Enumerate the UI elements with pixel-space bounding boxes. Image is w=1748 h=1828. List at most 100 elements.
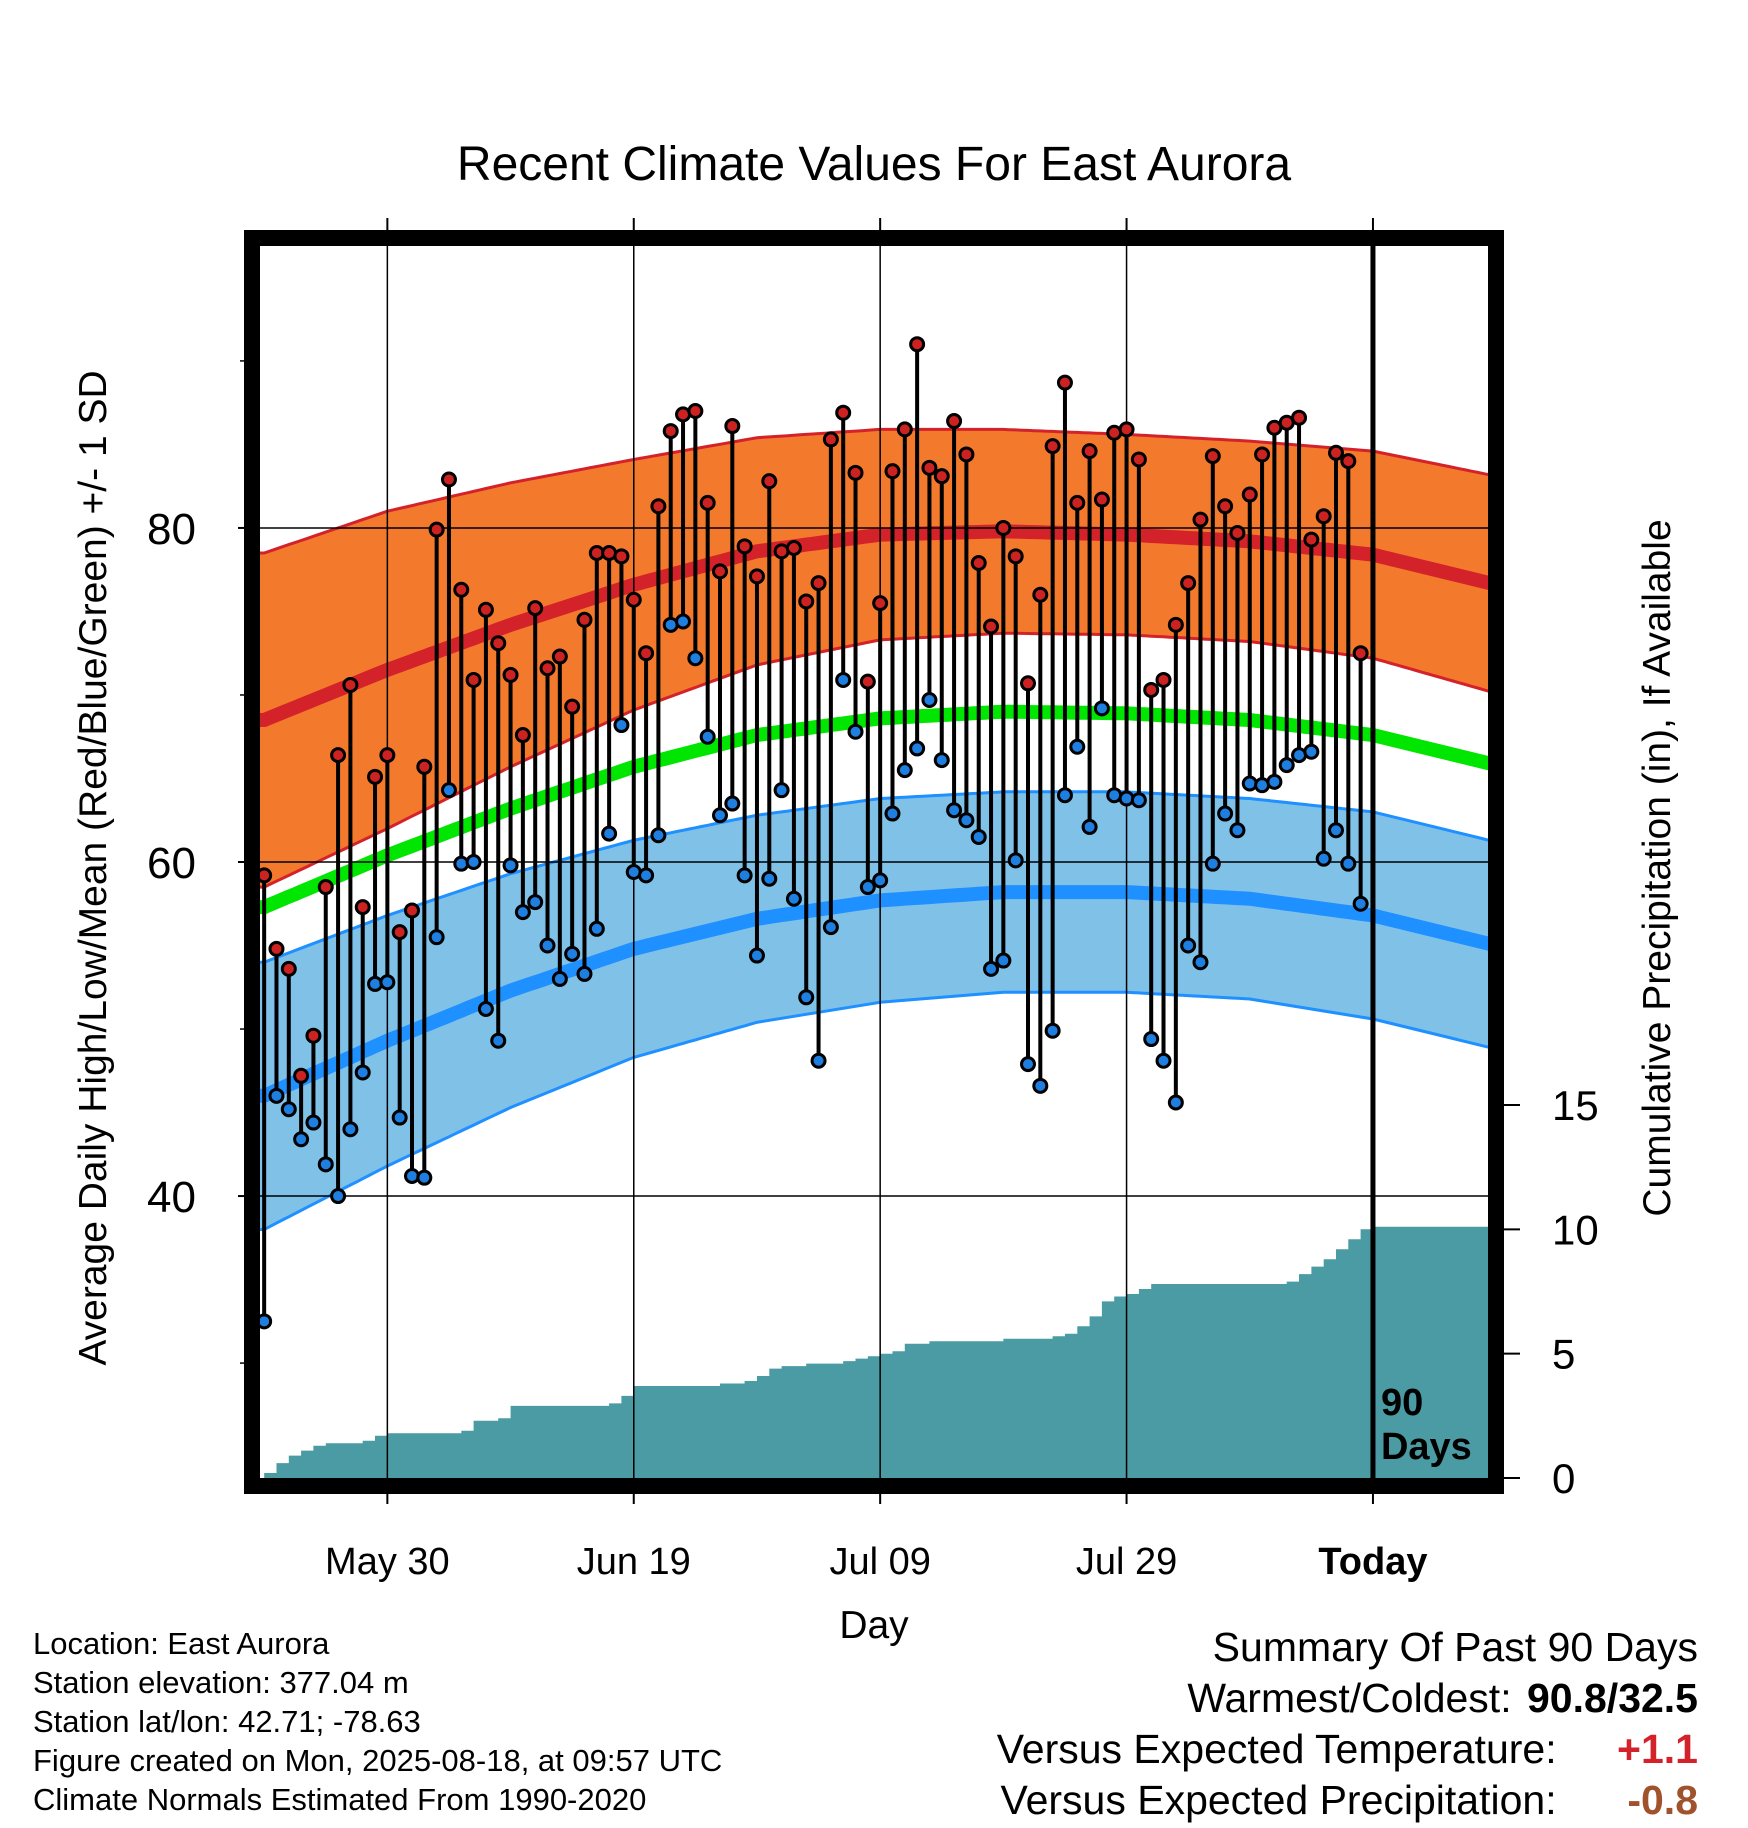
daily-high-point [391, 924, 408, 941]
daily-high-point [465, 671, 482, 688]
daily-low-point [687, 650, 704, 667]
daily-high-point [404, 902, 420, 919]
daily-high-point [933, 468, 950, 485]
summary-panel: Summary Of Past 90 Days Warmest/Coldest:… [997, 1622, 1698, 1826]
daily-low-point [970, 828, 987, 845]
daily-high-point [736, 538, 753, 555]
daily-high-point [280, 960, 297, 977]
daily-low-point [675, 613, 692, 630]
daily-high-point [1180, 575, 1197, 592]
daily-low-point [909, 740, 926, 757]
warm-cold-label: Warmest/Coldest: [1187, 1675, 1512, 1721]
daily-low-point [1204, 855, 1221, 872]
x-tick-label: Today [1318, 1541, 1427, 1583]
daily-low-point [810, 1052, 827, 1069]
daily-low-point [317, 1156, 334, 1173]
daily-high-point [1217, 498, 1234, 515]
precip-anomaly-value: -0.8 [1627, 1777, 1698, 1823]
today-days-label-line: Days [1381, 1426, 1472, 1468]
normal-high-band-lower-edge [258, 631, 1490, 889]
x-tick-label: Jul 29 [1076, 1541, 1177, 1583]
daily-high-point [859, 673, 876, 690]
daily-low-point [699, 728, 716, 745]
y-tick-label: 60 [147, 839, 196, 888]
daily-low-point [983, 960, 1000, 977]
normal-low-band [258, 791, 1490, 1230]
daily-low-point [601, 825, 618, 842]
temp-anomaly-row: Versus Expected Temperature: +1.1 [997, 1724, 1698, 1775]
daily-low-point [822, 919, 839, 936]
temp-anomaly-value: +1.1 [1617, 1726, 1698, 1772]
daily-high-point [330, 747, 347, 764]
daily-high-point [909, 336, 926, 353]
daily-high-point [342, 676, 359, 693]
daily-low-point [280, 1101, 297, 1118]
daily-low-point [391, 1109, 408, 1126]
daily-low-point [564, 945, 581, 962]
daily-low-point [1143, 1031, 1160, 1048]
daily-high-point [551, 648, 568, 665]
daily-low-point [342, 1121, 359, 1138]
daily-low-point [1130, 792, 1147, 809]
daily-high-point [367, 768, 384, 785]
daily-high-point [1229, 524, 1246, 541]
daily-high-point [354, 899, 371, 916]
normal-low-band-upper-edge [258, 790, 1490, 964]
daily-low-point [576, 965, 593, 982]
daily-high-point [872, 595, 889, 612]
daily-low-point [1229, 822, 1246, 839]
daily-high-point [539, 660, 556, 677]
daily-low-point [330, 1188, 347, 1205]
daily-high-point [317, 879, 334, 896]
daily-low-point [1069, 738, 1086, 755]
plot-inner: 90 Days [258, 244, 1490, 1480]
daily-high-point [995, 519, 1012, 536]
latlon-text: Station lat/lon: 42.71; -78.63 [33, 1704, 421, 1739]
daily-high-point [761, 473, 778, 490]
daily-high-point [687, 403, 704, 420]
daily-low-point [1192, 954, 1209, 971]
daily-high-point [1020, 675, 1036, 692]
daily-low-point [1266, 773, 1283, 790]
precip-anomaly-row: Versus Expected Precipitation: -0.8 [997, 1775, 1699, 1826]
daily-low-point [933, 752, 950, 769]
daily-high-point [490, 635, 507, 652]
daily-low-point [1020, 1056, 1036, 1073]
daily-high-point [293, 1067, 310, 1084]
daily-high-point [896, 421, 913, 438]
today-days-label: 90 Days [1381, 1382, 1472, 1468]
daily-low-point [613, 717, 630, 734]
daily-high-point [835, 404, 852, 421]
daily-low-point [1081, 818, 1098, 835]
daily-high-point [1315, 508, 1332, 525]
daily-low-point [1180, 937, 1197, 954]
daily-high-point [1056, 374, 1073, 391]
daily-low-point [1328, 822, 1344, 839]
daily-high-point [1143, 681, 1160, 698]
station-info: Location: East Aurora Station elevation:… [33, 1624, 722, 1819]
daily-high-point [1192, 511, 1209, 528]
chart-title: Recent Climate Values For East Aurora [457, 138, 1291, 191]
daily-high-point [1032, 586, 1049, 603]
daily-low-point [1093, 700, 1110, 717]
daily-high-point [1328, 444, 1344, 461]
normal-low-band-lower-edge [258, 990, 1490, 1231]
daily-low-point [354, 1064, 371, 1081]
daily-low-point [638, 867, 655, 884]
daily-high-point [379, 747, 396, 764]
normal-low-line [258, 885, 1490, 1103]
daily-high-point [514, 727, 531, 744]
x-axis-label: Day [839, 1604, 909, 1647]
daily-high-point [798, 593, 815, 610]
daily-low-point [514, 904, 531, 921]
daily-high-point [440, 471, 457, 488]
daily-low-point [305, 1114, 322, 1131]
daily-low-point [440, 782, 457, 799]
daily-low-point [773, 782, 790, 799]
elevation-text: Station elevation: 377.04 m [33, 1665, 409, 1700]
daily-low-point [785, 890, 802, 907]
daily-low-point [465, 854, 482, 870]
daily-low-point [748, 947, 765, 964]
y2-tick-label: 10 [1552, 1206, 1599, 1253]
